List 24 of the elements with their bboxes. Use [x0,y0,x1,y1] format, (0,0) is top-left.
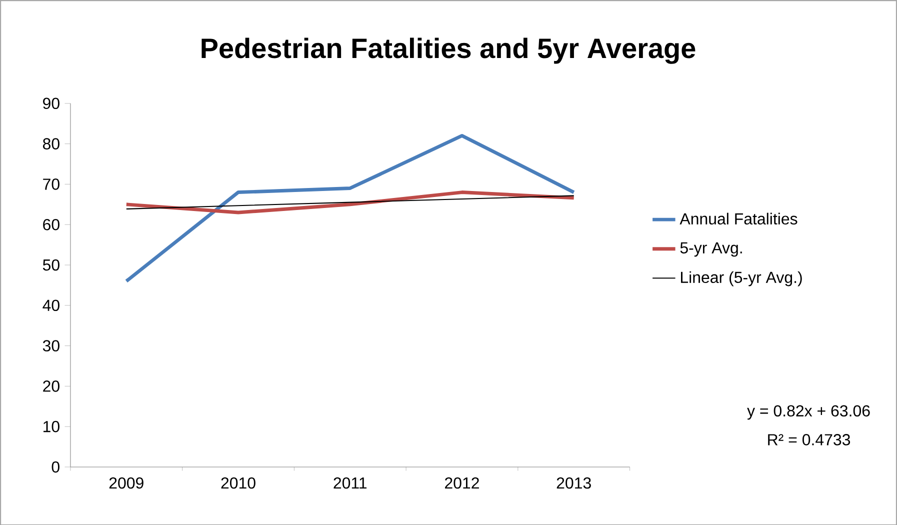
legend-label: Annual Fatalities [680,212,798,224]
line-series [124,134,576,283]
x-tick-label: 2010 [221,477,256,488]
y-tick-label: 70 [43,178,60,190]
x-tick-label: 2011 [334,477,367,488]
x-tick-label: 2009 [109,477,144,488]
line-series [126,194,574,210]
y-tick-label: 60 [43,218,60,230]
y-tick-label: 0 [52,461,60,472]
y-tick-label: 80 [42,138,60,150]
x-tick-label: 2013 [556,477,591,488]
x-tick-label: 2012 [445,477,479,488]
line-series [124,190,576,214]
text: y = 0.82x + 63.06 [747,404,870,420]
text: R² = 0.4733 [768,434,850,446]
y-tick-label: 30 [42,340,60,352]
legend-label: 5-yr Avg. [680,242,742,256]
y-tick-label: 10 [44,420,60,432]
legend-label: Linear (5-yr Avg.) [681,271,802,286]
y-tick-label: 20 [43,380,60,392]
y-tick-label: 90 [43,98,60,109]
y-tick-label: 40 [42,300,60,311]
y-tick-label: 50 [42,259,60,270]
chart-title: Pedestrian Fatalities and 5yr Average [202,37,696,64]
